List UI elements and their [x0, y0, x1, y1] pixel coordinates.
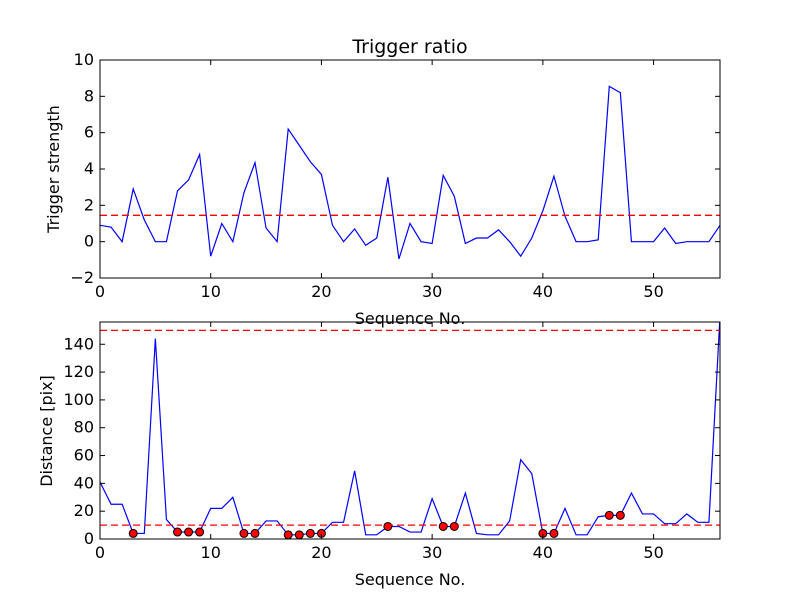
marker-point	[283, 530, 293, 539]
y-tick-label: 0	[84, 529, 94, 548]
y-tick-label: 10	[74, 50, 94, 69]
plot-marks	[100, 322, 720, 539]
chart-title: Trigger ratio	[351, 36, 467, 58]
tick-labels: 0 10 20 30 40 50 0 20 40 60 80 100 120 140	[63, 334, 663, 562]
y-tick-label: 40	[74, 473, 94, 492]
y-tick-label: 20	[74, 501, 94, 520]
x-tick-label: 30	[422, 282, 442, 301]
plot-frame	[99, 59, 721, 279]
x-tick-label: 0	[95, 543, 105, 562]
marker-point	[615, 510, 625, 520]
series-line	[100, 85, 720, 260]
x-tick-label: 30	[422, 543, 442, 562]
x-axis-label: Sequence No.	[355, 309, 466, 328]
x-tick-label: 20	[311, 282, 331, 301]
plot-frame	[99, 321, 721, 540]
marker-point	[294, 530, 304, 539]
y-tick-label: 6	[84, 123, 94, 142]
y-tick-label: 100	[63, 390, 94, 409]
marker-point	[549, 528, 559, 538]
marker-point	[173, 527, 182, 537]
marker-point	[128, 528, 138, 538]
x-tick-label: 40	[533, 282, 553, 301]
x-tick-label: 0	[95, 282, 105, 301]
y-tick-label: 80	[74, 418, 94, 437]
y-tick-label: 120	[63, 362, 94, 381]
y-tick-label: 140	[63, 334, 94, 353]
marker-point	[184, 527, 194, 537]
y-axis-label: Trigger strength	[44, 105, 63, 234]
x-tick-label: 10	[201, 282, 221, 301]
distance-plot: 0 10 20 30 40 50 0 20 40 60 80 100 120 140 Sequence N…	[37, 321, 721, 589]
y-tick-label: 60	[74, 446, 94, 465]
marker-point	[438, 521, 448, 531]
y-tick-label: 8	[84, 86, 94, 105]
marker-point	[250, 528, 260, 538]
plot-marks	[100, 85, 720, 260]
marker-point	[239, 528, 249, 538]
x-tick-label: 10	[201, 543, 221, 562]
x-tick-label: 20	[311, 543, 331, 562]
marker-point	[305, 528, 315, 538]
x-tick-label: 50	[643, 543, 663, 562]
y-tick-label: −2	[70, 268, 94, 287]
x-tick-label: 50	[643, 282, 663, 301]
y-tick-label: 0	[84, 232, 94, 251]
marker-point	[604, 510, 614, 520]
y-tick-label: 2	[84, 195, 94, 214]
y-axis-label: Distance [pix]	[37, 375, 56, 487]
x-tick-label: 40	[533, 543, 553, 562]
marker-point	[195, 527, 205, 537]
marker-point	[383, 521, 393, 531]
marker-point	[449, 521, 459, 531]
y-tick-label: 4	[84, 159, 94, 178]
x-axis-label: Sequence No.	[355, 570, 466, 589]
